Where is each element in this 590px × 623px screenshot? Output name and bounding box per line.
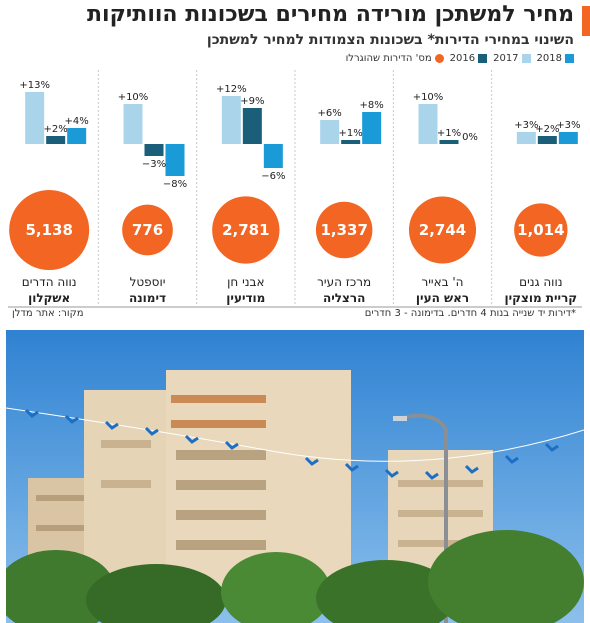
bar-2018-5 [165, 144, 185, 176]
legend-swatch-2016 [478, 54, 488, 63]
bar-2017-4 [221, 96, 241, 144]
neighborhood-name-4: אבני חן [227, 275, 264, 289]
legend-item-2017: 2017 [493, 53, 531, 64]
bar-label-2018-4: −6% [261, 171, 285, 182]
neighborhood-name-6: נווה הדרים [22, 275, 77, 289]
photo-flag-string [6, 407, 584, 480]
apartments-value-1: 1,014 [517, 221, 564, 239]
bar-label-2017-3: +6% [318, 108, 342, 119]
bar-2018-6 [67, 128, 87, 144]
apartments-value-2: 2,744 [419, 221, 466, 239]
legend-label-2017: 2017 [493, 53, 519, 64]
bar-label-2017-6: +13% [19, 80, 50, 91]
apartments-bubble-2 [408, 196, 477, 264]
city-name-5: דימונה [129, 291, 166, 305]
apartments-value-5: 776 [132, 221, 163, 239]
city-name-6: אשקלון [28, 291, 70, 305]
bar-label-2018-3: +8% [360, 100, 384, 111]
bar-2017-2 [418, 104, 438, 144]
apartments-bubble-6 [9, 190, 90, 270]
legend-swatch-apartments [434, 54, 444, 63]
bar-2016-1 [537, 136, 557, 144]
apartments-value-3: 1,337 [320, 221, 367, 239]
bar-label-2018-1: +3% [556, 120, 580, 131]
neighborhood-name-2: ה' באייר [421, 275, 463, 289]
city-name-2: ראש העין [416, 291, 469, 305]
city-name-4: מודיעין [226, 291, 265, 305]
bar-2017-1 [516, 132, 536, 144]
photo-building-center [84, 370, 351, 605]
legend-label-2018: 2018 [536, 53, 562, 64]
bar-label-2017-2: +10% [413, 92, 444, 103]
bar-label-2018-2: 0% [462, 132, 478, 143]
legend-label-apartments: מס' הדירות שהוגרלו [345, 53, 432, 64]
legend-item-2016: 2016 [449, 53, 488, 64]
bar-2017-5 [123, 104, 143, 144]
city-name-1: קריית מוצקין [505, 291, 578, 305]
bar-label-2018-5: −8% [163, 179, 187, 190]
legend-label-2016: 2016 [449, 53, 476, 64]
apartments-bubble-4 [212, 196, 280, 264]
bar-2016-2 [439, 140, 459, 144]
neighborhood-name-3: מרכז העיר [317, 275, 371, 289]
bar-label-2017-4: +12% [216, 84, 247, 95]
legend: 2018 2017 2016 מס' הדירות שהוגרלו [346, 53, 574, 64]
legend-swatch-2018 [565, 54, 574, 63]
bar-label-2016-1: +2% [535, 124, 559, 135]
bar-2018-3 [362, 112, 382, 144]
bar-label-2016-4: +9% [240, 96, 264, 107]
bar-label-2016-2: +1% [437, 128, 461, 139]
photo-street-lamp [393, 413, 448, 623]
bar-label-2016-5: −3% [142, 159, 166, 170]
bar-2016-3 [341, 140, 361, 144]
footnote: *דירות יד שנייה בנות 4 חדרים. בדימונה - … [364, 308, 576, 319]
bar-label-2018-6: +4% [65, 116, 89, 127]
bar-label-2017-1: +3% [514, 120, 538, 131]
city-name-3: הרצליה [323, 291, 365, 305]
neighborhood-name-5: יוספטל [130, 275, 166, 289]
bar-label-2017-5: +10% [118, 92, 149, 103]
bar-2016-5 [144, 144, 164, 156]
photo-trees [6, 530, 584, 623]
neighborhood-name-1: נווה גנים [519, 275, 562, 289]
accent-bar [582, 6, 590, 36]
bar-label-2016-3: +1% [339, 128, 363, 139]
legend-swatch-2017 [521, 54, 531, 63]
apartments-bubble-5 [122, 204, 173, 256]
apartments-value-4: 2,781 [222, 221, 269, 239]
bar-2016-6 [46, 136, 66, 144]
legend-item-apartments: מס' הדירות שהוגרלו [346, 53, 444, 64]
source-credit: מקור: אתר מדלן [12, 308, 84, 319]
apartments-bubble-3 [315, 201, 373, 259]
apartments-value-6: 5,138 [25, 221, 72, 239]
bar-2016-4 [242, 108, 262, 144]
page-title: מחיר למשתכן מורידה מחירים בשכונות הוותיק… [87, 2, 574, 27]
bar-label-2016-6: +2% [44, 124, 68, 135]
bar-2017-3 [320, 120, 340, 144]
photo-apartment-buildings [6, 330, 584, 623]
bar-2018-1 [558, 132, 578, 144]
apartments-bubble-1 [514, 203, 568, 257]
bar-2018-4 [263, 144, 283, 168]
header: מחיר למשתכן מורידה מחירים בשכונות הוותיק… [0, 0, 590, 60]
legend-item-2018: 2018 [537, 53, 574, 64]
page-subtitle: השינוי במחירי הדירות* בשכונות הצמודות למ… [206, 32, 574, 48]
bar-2017-6 [25, 92, 45, 144]
